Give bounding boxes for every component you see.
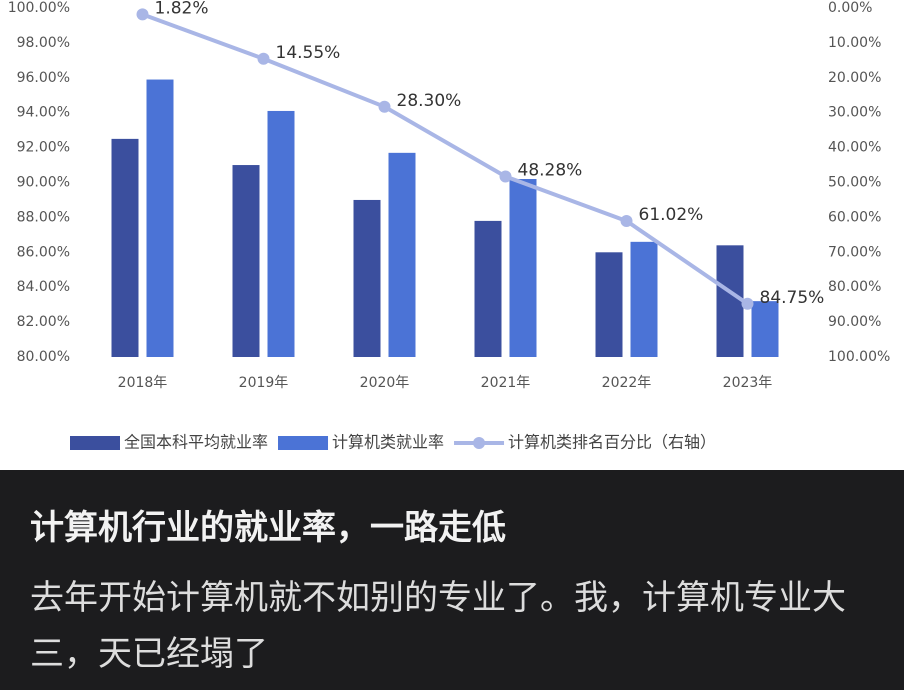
chart: 80.00% 82.00% 84.00% 86.00% 88.00% 90.00% 92.0…	[0, 0, 904, 470]
post-title: 计算机行业的就业率，一路走低	[30, 508, 506, 548]
bar	[267, 110, 295, 357]
bar	[474, 220, 502, 357]
y-tick-label: 92.00%	[17, 140, 70, 156]
y2-tick-label: 50.00%	[828, 175, 881, 191]
y-tick-label: 80.00%	[17, 349, 70, 365]
bar	[509, 179, 537, 357]
line-marker	[378, 100, 391, 113]
x-tick-label: 2022年	[602, 375, 652, 391]
y-tick-label: 82.00%	[17, 314, 70, 330]
y-tick-label: 84.00%	[17, 279, 70, 295]
legend-label: 全国本科平均就业率	[124, 433, 268, 452]
data-label: 28.30%	[397, 91, 462, 111]
data-label: 1.82%	[155, 0, 209, 18]
data-label: 48.28%	[518, 160, 583, 180]
x-tick-label: 2023年	[723, 375, 773, 391]
y-tick-label: 88.00%	[17, 209, 70, 225]
y-tick-label: 86.00%	[17, 244, 70, 260]
y2-tick-label: 80.00%	[828, 279, 881, 295]
y2-tick-label: 100.00%	[828, 349, 890, 365]
line	[141, 12, 749, 306]
y-tick-label: 98.00%	[17, 35, 70, 51]
legend-swatch	[70, 436, 120, 450]
x-tick-label: 2018年	[118, 375, 168, 391]
y2-tick-label: 10.00%	[828, 35, 881, 51]
x-tick-label: 2019年	[239, 375, 289, 391]
y2-tick-label: 60.00%	[828, 209, 881, 225]
data-label: 84.75%	[760, 288, 825, 308]
bar	[751, 301, 779, 357]
legend-swatch	[278, 436, 329, 450]
bar	[146, 79, 174, 358]
y-tick-label: 94.00%	[17, 105, 70, 121]
bar	[388, 152, 416, 357]
legend-swatch	[473, 437, 486, 449]
legend-label: 计算机类就业率	[332, 433, 444, 452]
line-marker	[620, 214, 633, 227]
y2-tick-label: 20.00%	[828, 70, 881, 86]
y2-tick-label: 30.00%	[828, 105, 881, 121]
line-marker	[257, 52, 270, 65]
legend-label: 计算机类排名百分比（右轴）	[508, 433, 716, 452]
line-marker	[499, 170, 512, 183]
bar	[111, 138, 139, 357]
x-tick-label: 2020年	[360, 375, 410, 391]
data-label: 61.02%	[639, 205, 704, 225]
x-tick-label: 2021年	[481, 375, 531, 391]
bar	[595, 252, 623, 357]
data-label: 14.55%	[276, 43, 341, 63]
line-marker	[741, 297, 754, 310]
y2-tick-label: 70.00%	[828, 244, 881, 260]
y-tick-label: 96.00%	[17, 70, 70, 86]
y2-tick-label: 40.00%	[828, 140, 881, 156]
y2-tick-label: 0.00%	[828, 0, 872, 16]
post-body: 去年开始计算机就不如别的专业了。我，计算机专业大三，天已经塌了	[30, 578, 846, 674]
bar	[232, 165, 260, 357]
bar	[353, 199, 381, 357]
post: 计算机行业的就业率，一路走低 去年开始计算机就不如别的专业了。我，计算机专业大三…	[0, 470, 904, 682]
y2-tick-label: 90.00%	[828, 314, 881, 330]
y-tick-label: 100.00%	[8, 0, 70, 16]
line-marker	[136, 8, 149, 21]
bar	[630, 241, 658, 357]
bar	[716, 245, 744, 357]
y-tick-label: 90.00%	[17, 175, 70, 191]
